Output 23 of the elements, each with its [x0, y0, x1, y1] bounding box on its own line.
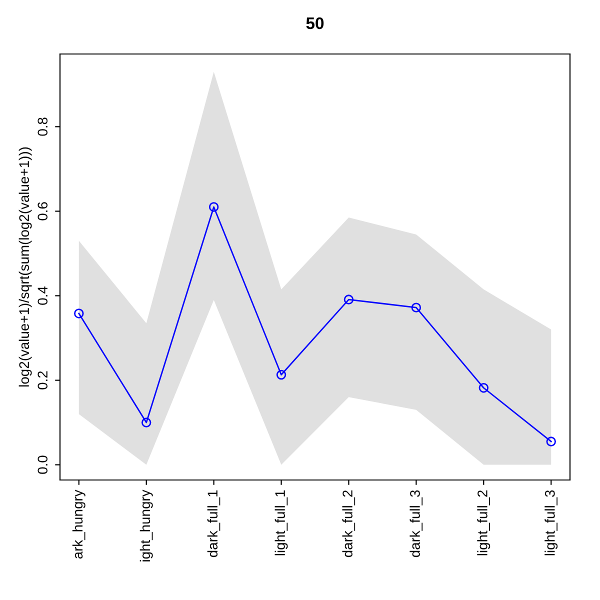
point	[546, 436, 556, 446]
x-tick-label: ark_hungry	[72, 490, 86, 559]
y-tick-label: 0.8	[38, 118, 48, 136]
point	[411, 302, 422, 312]
x-tick-label: dark_full_2	[342, 490, 356, 558]
x-tick-label: light_full_3	[544, 490, 558, 556]
point	[141, 418, 152, 428]
x-tick-label: ight_hungry	[140, 490, 153, 562]
y-axis-title: log2(value+1)/sqrt(sum(log2(value+1)))	[18, 147, 32, 386]
point	[344, 294, 354, 304]
y-tick-label: 0.6	[38, 202, 48, 220]
point	[478, 383, 489, 393]
point	[74, 308, 84, 318]
y-tick-label: 0.2	[38, 371, 48, 390]
x-tick-label: light_full_1	[274, 490, 288, 556]
point	[208, 202, 219, 212]
x-tick-label: light_full_2	[477, 490, 490, 556]
point	[276, 370, 286, 380]
y-tick-label: 0.0	[38, 456, 48, 474]
x-tick-label: dark_full_1	[207, 490, 220, 558]
chart-title: 50	[306, 17, 324, 30]
x-tick-label: dark_full_3	[410, 490, 423, 558]
y-tick-label: 0.4	[38, 286, 48, 305]
